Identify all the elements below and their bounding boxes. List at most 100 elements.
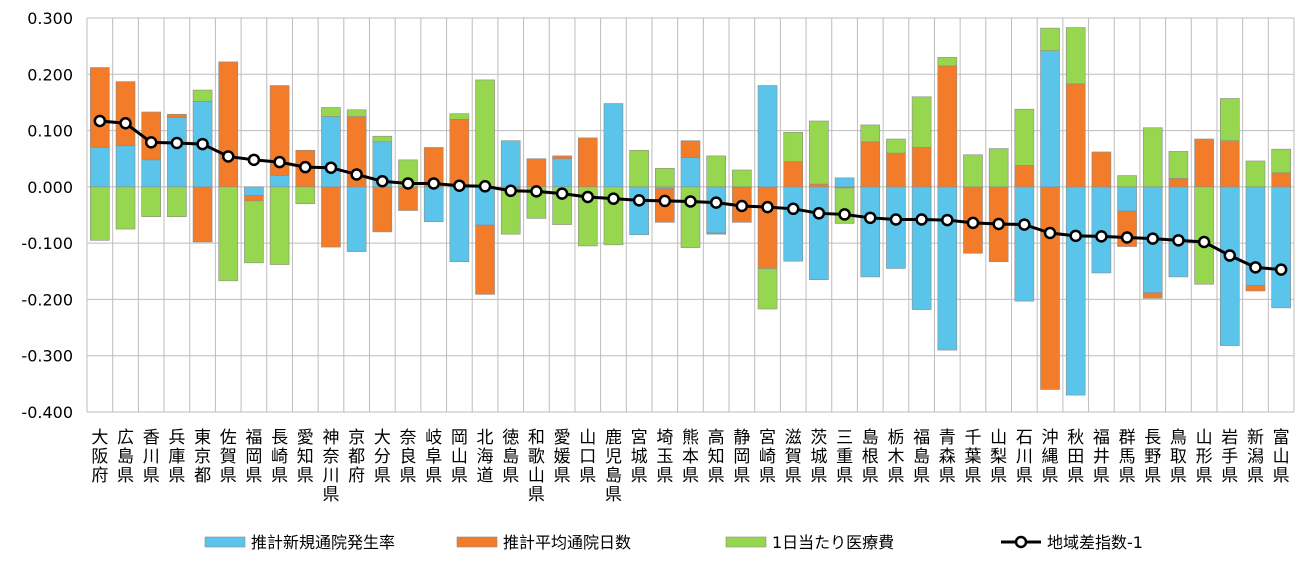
index-line <box>93 114 1288 276</box>
bar-series-2 <box>1194 186 1214 285</box>
bar-series-2 <box>1014 108 1035 166</box>
bar-series-0 <box>834 177 855 188</box>
index-line-point <box>1095 230 1108 243</box>
bar-series-2 <box>757 268 778 310</box>
bar-series-1 <box>115 81 136 147</box>
bar-series-2 <box>783 131 804 162</box>
bar-series-1 <box>706 232 726 235</box>
bar-series-2 <box>475 79 495 188</box>
bar-series-1 <box>526 158 547 188</box>
index-line-point <box>401 177 415 190</box>
bar-series-0 <box>1219 186 1240 346</box>
index-line-point <box>607 192 620 205</box>
bar-series-1 <box>1219 140 1240 188</box>
bar-series-0 <box>1040 50 1060 188</box>
bar-series-0 <box>1014 186 1035 302</box>
bar-series-0 <box>141 159 162 188</box>
bar-series-1 <box>1271 172 1291 188</box>
bar-series-1 <box>860 141 881 188</box>
bar-series-0 <box>886 186 906 269</box>
category-label: 徳島県 <box>502 428 519 486</box>
index-line-point <box>1197 235 1211 249</box>
category-label: 東京都 <box>194 428 211 486</box>
index-line-point <box>761 200 774 214</box>
y-axis-ticks: 0.300 0.200 0.100 0.000 -0.100 -0.200 -0.300 -0… <box>21 9 73 422</box>
bar-series-2 <box>886 138 906 154</box>
category-label: 北海道 <box>477 428 494 486</box>
category-label: 長野県 <box>1144 428 1161 486</box>
bar-series-2 <box>192 89 213 102</box>
bar-series-1 <box>783 161 804 188</box>
legend-label: 1日当たり医療費 <box>772 533 894 552</box>
index-line-point <box>299 160 312 174</box>
index-line-point <box>1018 218 1031 231</box>
index-line-point <box>1120 231 1134 244</box>
index-line-point <box>221 150 235 163</box>
bar-series-1 <box>1065 83 1086 188</box>
bar-series-1 <box>1245 285 1266 292</box>
index-line-point <box>478 180 492 193</box>
category-label: 京都府 <box>348 428 365 486</box>
bar-series-0 <box>937 186 958 351</box>
bar-series-0 <box>475 186 495 226</box>
bar-series-2 <box>321 107 341 117</box>
y-tick-label: -0.200 <box>21 290 73 309</box>
index-line-point <box>1223 249 1237 262</box>
bar-series-1 <box>680 140 701 158</box>
bar-series-1 <box>1040 186 1060 390</box>
bar-series-1 <box>809 183 829 188</box>
index-line-point <box>658 194 672 208</box>
bar-series-2 <box>1271 148 1291 174</box>
category-label: 宮崎県 <box>759 428 776 486</box>
bar-series-1 <box>937 65 958 188</box>
bar-series-2 <box>218 186 239 282</box>
bar-series-2 <box>244 200 264 264</box>
category-label: 山口県 <box>579 428 596 486</box>
category-label: 熊本県 <box>682 428 699 486</box>
bar-series-2 <box>1168 151 1189 179</box>
bars <box>90 27 1291 396</box>
bar-series-0 <box>809 186 829 281</box>
index-line-point <box>196 137 209 151</box>
bar-series-0 <box>860 186 881 278</box>
category-label: 神奈川県 <box>322 428 339 505</box>
category-label: 鹿児島県 <box>605 428 622 505</box>
legend-label: 推計平均通院日数 <box>503 533 631 552</box>
bar-series-2 <box>809 120 829 185</box>
bar-series-1 <box>475 224 495 295</box>
bar-series-0 <box>321 116 341 188</box>
category-label: 佐賀県 <box>220 428 237 486</box>
legend: 推計新規通院発生率 推計平均通院日数 1日当たり医療費 地域差指数-1 <box>204 533 1143 552</box>
category-label: 島根県 <box>862 428 879 486</box>
bar-series-0 <box>1117 186 1137 212</box>
legend-swatch-2 <box>725 536 767 548</box>
index-line-point <box>915 213 928 226</box>
category-label: 滋賀県 <box>785 428 802 486</box>
category-label: 新潟県 <box>1247 428 1264 486</box>
index-line-point <box>273 155 286 169</box>
bar-series-1 <box>1014 165 1035 188</box>
category-label: 広島県 <box>117 428 134 486</box>
category-label: 静岡県 <box>733 428 750 486</box>
y-tick-label: -0.300 <box>21 347 73 366</box>
bar-series-2 <box>577 186 598 247</box>
index-line-point <box>632 194 646 207</box>
bar-series-1 <box>449 119 470 188</box>
index-line-point <box>1172 234 1185 247</box>
bar-series-2 <box>706 155 726 188</box>
category-label: 大分県 <box>374 428 391 486</box>
category-label: 栃木県 <box>887 428 904 486</box>
grid <box>86 17 1295 413</box>
index-line-point <box>1069 229 1082 243</box>
bar-series-2 <box>269 186 290 265</box>
bar-series-0 <box>603 103 624 188</box>
bar-series-1 <box>1168 178 1189 188</box>
index-line-point <box>247 153 261 167</box>
bar-series-1 <box>757 186 778 269</box>
category-label: 埼玉県 <box>656 428 673 486</box>
bar-series-0 <box>269 175 290 188</box>
index-line-point <box>735 199 749 213</box>
bar-series-2 <box>963 154 983 188</box>
category-label: 沖縄県 <box>1042 428 1059 486</box>
